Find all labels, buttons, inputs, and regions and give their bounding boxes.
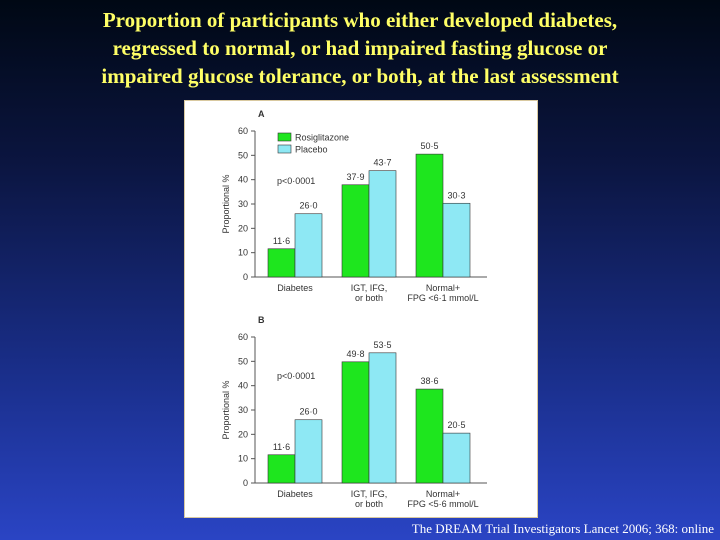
panel-a-data-label: 26·0 xyxy=(299,201,317,211)
panel-a-data-label: 30·3 xyxy=(447,190,465,200)
panel-b-y-tick-label: 10 xyxy=(238,454,248,464)
panel-a-category-label: or both xyxy=(355,293,383,303)
panel-a-bar-rosiglitazone-1 xyxy=(341,184,370,278)
panel-a-legend-swatch-rosiglitazone xyxy=(277,132,292,142)
panel-a-bar-rosiglitazone-2 xyxy=(415,153,444,278)
title-line-1: Proportion of participants who either de… xyxy=(102,8,618,32)
panel-b-bar-rosiglitazone-1 xyxy=(341,361,370,484)
panel-a-bar-placebo-0 xyxy=(294,213,323,278)
panel-a-data-label: 37·9 xyxy=(346,172,364,182)
panel-b-letter: B xyxy=(258,315,265,325)
title-line-2: regressed to normal, or had impaired fas… xyxy=(112,36,608,60)
panel-b-y-tick-label: 40 xyxy=(238,381,248,391)
panel-b-data-label: 26·0 xyxy=(299,407,317,417)
panel-a-category-label: Diabetes xyxy=(277,283,313,293)
panel-b-p-value: p<0·0001 xyxy=(277,371,315,381)
panel-a-data-label: 11·6 xyxy=(273,236,290,246)
panel-b-y-tick-label: 20 xyxy=(238,429,248,439)
panel-b-category-label: FPG <5·6 mmol/L xyxy=(407,499,478,509)
slide-title: Proportion of participants who either de… xyxy=(0,6,720,90)
panel-a-y-tick-label: 0 xyxy=(243,272,248,282)
panel-b-data-label: 53·5 xyxy=(373,340,391,350)
panel-b-data-label: 38·6 xyxy=(420,376,438,386)
panel-a-y-tick-label: 40 xyxy=(238,175,248,185)
bar-charts-svg: A 0 10 20 30 40 50 60 Proportional % 11·6 37·9 50·5… xyxy=(221,109,487,509)
panel-b-data-label: 20·5 xyxy=(447,420,465,430)
panel-b-category-label: or both xyxy=(355,499,383,509)
panel-b-data-label: 49·8 xyxy=(346,349,364,359)
panel-b-data-label: 11·6 xyxy=(273,442,290,452)
panel-a-bar-placebo-2 xyxy=(442,202,471,278)
panel-b-bar-placebo-0 xyxy=(294,419,323,484)
panel-b-category-label: Diabetes xyxy=(277,489,313,499)
panel-b-bar-rosiglitazone-2 xyxy=(415,388,444,484)
panel-b-y-tick-label: 50 xyxy=(238,356,248,366)
panel-b-bar-placebo-2 xyxy=(442,432,471,484)
citation: The DREAM Trial Investigators Lancet 200… xyxy=(411,521,714,536)
panel-a-category-label: Normal+ xyxy=(426,283,460,293)
panel-a-data-label: 50·5 xyxy=(420,141,438,151)
panel-a-legend-swatch-placebo xyxy=(277,144,292,154)
panel-a-bar-placebo-1 xyxy=(368,170,397,278)
panel-a-category-label: FPG <6·1 mmol/L xyxy=(407,293,478,303)
panel-b-category-label: IGT, IFG, xyxy=(351,489,388,499)
panel-a-letter: A xyxy=(258,109,265,119)
panel-a-y-tick-label: 30 xyxy=(238,199,248,209)
panel-b-bar-rosiglitazone-0 xyxy=(267,454,296,484)
panel-a-y-tick-label: 60 xyxy=(238,126,248,136)
panel-b-category-label: Normal+ xyxy=(426,489,460,499)
panel-a-legend-label: Rosiglitazone xyxy=(295,133,349,143)
panel-b-y-tick-label: 30 xyxy=(238,405,248,415)
panel-a-y-tick-label: 50 xyxy=(238,150,248,160)
panel-a-y-tick-label: 20 xyxy=(238,223,248,233)
panel-a-y-tick-label: 10 xyxy=(238,248,248,258)
panel-a-category-label: IGT, IFG, xyxy=(351,283,388,293)
panel-b-y-tick-label: 60 xyxy=(238,332,248,342)
panel-a-y-axis-label: Proportional % xyxy=(221,174,231,233)
panel-b-y-axis-label: Proportional % xyxy=(221,380,231,439)
title-line-3: impaired glucose tolerance, or both, at … xyxy=(101,64,619,88)
panel-b-bar-placebo-1 xyxy=(368,352,397,484)
panel-a-legend-label: Placebo xyxy=(295,145,328,155)
panel-a-p-value: p<0·0001 xyxy=(277,176,315,186)
panel-a-data-label: 43·7 xyxy=(373,158,391,168)
panel-b-y-tick-label: 0 xyxy=(243,478,248,488)
panel-a-bar-rosiglitazone-0 xyxy=(267,248,296,278)
figure-panel: A 0 10 20 30 40 50 60 Proportional % 11·6 37·9 50·5… xyxy=(184,100,538,518)
